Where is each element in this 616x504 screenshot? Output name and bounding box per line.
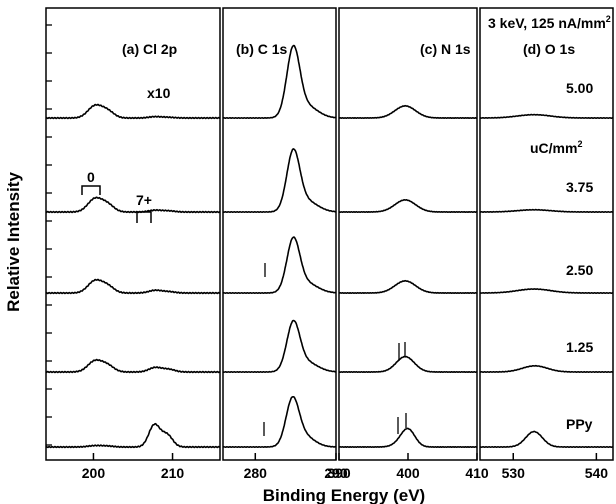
scale-note: x10: [147, 85, 171, 101]
cl-marker-7plus: 7+: [136, 192, 152, 223]
panel-label-cl2p: (a) Cl 2p: [122, 41, 177, 57]
x-tick-label: 530: [502, 465, 526, 481]
dose-unit-label: uC/mm2: [530, 139, 582, 156]
series-label-1.25: 1.25: [566, 339, 593, 355]
panel-label-c1s: (b) C 1s: [236, 41, 288, 57]
spectrum-trace-2.50: [338, 279, 478, 295]
spectrum-trace-3.75: [222, 148, 337, 213]
spectrum-trace-2.50: [45, 278, 221, 295]
x-axis-title: Binding Energy (eV): [263, 486, 425, 504]
spectrum-trace-1.25: [45, 358, 221, 374]
series-label-ppy: PPy: [566, 416, 593, 432]
x-tick-label: 410: [465, 465, 489, 481]
x-tick-label: 280: [244, 465, 268, 481]
x-tick-label: 290: [324, 465, 348, 481]
spectrum-trace-3.75: [338, 199, 478, 213]
spectrum-trace-2.50: [222, 236, 337, 295]
cl-marker-0: 0: [81, 169, 101, 195]
x-tick-label: 540: [585, 465, 609, 481]
spectrum-trace-5.00: [479, 113, 614, 119]
series-label-2.50: 2.50: [566, 262, 593, 278]
conditions-label: 3 keV, 125 nA/mm2: [488, 14, 611, 31]
spectrum-trace-2.50: [479, 288, 614, 295]
x-tick-label: 390: [327, 465, 351, 481]
spectrum-trace-PPy: [45, 422, 221, 449]
x-tick-label: 200: [82, 465, 106, 481]
panel-label-n1s: (c) N 1s: [420, 41, 471, 57]
svg-text:0: 0: [87, 169, 95, 185]
spectrum-trace-5.00: [222, 44, 337, 119]
spectrum-trace-PPy: [222, 395, 337, 449]
panel-frame: [222, 7, 337, 461]
spectrum-trace-1.25: [222, 319, 337, 374]
x-tick-label: 210: [161, 465, 185, 481]
spectrum-trace-1.25: [338, 355, 478, 374]
panel-frame: [338, 7, 478, 461]
y-axis-title: Relative Intensity: [4, 172, 23, 312]
series-label-5.00: 5.00: [566, 80, 593, 96]
spectrum-trace-PPy: [479, 430, 614, 449]
panel-frame: [479, 7, 614, 461]
panel-frame: [45, 7, 221, 461]
x-tick-label: 400: [396, 465, 420, 481]
spectrum-trace-3.75: [45, 196, 221, 214]
spectrum-trace-5.00: [45, 103, 221, 120]
svg-text:7+: 7+: [136, 192, 152, 208]
spectrum-trace-PPy: [338, 427, 478, 449]
series-label-3.75: 3.75: [566, 179, 593, 195]
panel-label-o1s: (d) O 1s: [523, 41, 575, 57]
spectrum-trace-1.25: [479, 364, 614, 374]
spectrum-trace-5.00: [338, 104, 478, 119]
spectrum-trace-3.75: [479, 208, 614, 213]
